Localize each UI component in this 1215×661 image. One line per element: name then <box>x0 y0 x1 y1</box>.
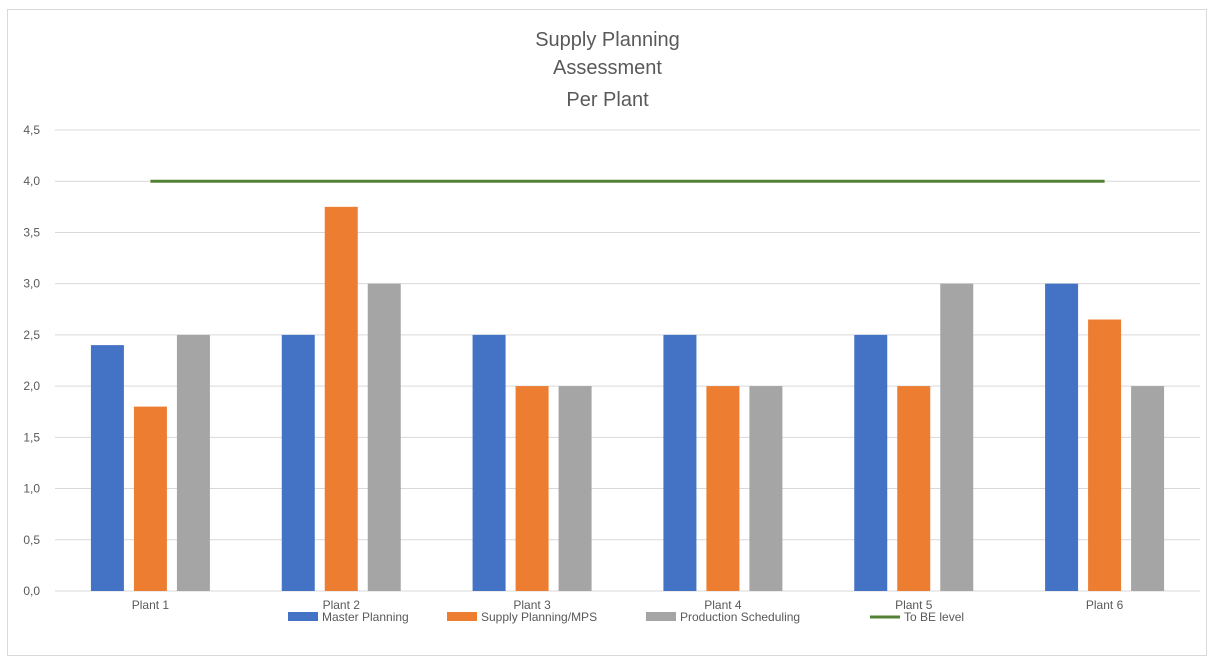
bar <box>1088 319 1122 591</box>
bar <box>854 334 888 591</box>
bar <box>663 334 697 591</box>
x-tick-label: Plant 5 <box>895 598 933 612</box>
y-tick-label: 4,5 <box>23 123 40 137</box>
legend-swatch <box>288 612 318 621</box>
legend-label: Master Planning <box>322 610 409 624</box>
y-tick-label: 1,0 <box>23 482 40 496</box>
bar <box>515 386 549 591</box>
y-tick-label: 3,0 <box>23 277 40 291</box>
bar <box>558 386 592 591</box>
bar <box>1045 283 1079 591</box>
x-tick-label: Plant 6 <box>1086 598 1124 612</box>
legend-label: To BE level <box>904 610 964 624</box>
bar <box>897 386 931 591</box>
y-tick-label: 0,0 <box>23 584 40 598</box>
x-tick-label: Plant 4 <box>704 598 742 612</box>
chart-title-line-2: Assessment <box>553 57 662 79</box>
bar <box>281 334 315 591</box>
bar <box>706 386 740 591</box>
bar <box>472 334 506 591</box>
bar <box>133 406 167 591</box>
bar <box>367 283 401 591</box>
legend-label: Supply Planning/MPS <box>481 610 597 624</box>
x-tick-label: Plant 3 <box>513 598 551 612</box>
bar <box>749 386 783 591</box>
x-tick-label: Plant 1 <box>132 598 170 612</box>
bar <box>90 345 124 591</box>
x-tick-label: Plant 2 <box>323 598 361 612</box>
chart-title-line-1: Supply Planning <box>535 29 680 51</box>
y-tick-label: 4,0 <box>23 174 40 188</box>
bar <box>324 206 358 592</box>
bar <box>940 283 974 591</box>
legend-swatch <box>646 612 676 621</box>
bar <box>1131 386 1165 591</box>
chart-title-line-3: Per Plant <box>566 89 649 111</box>
y-tick-label: 3,5 <box>23 225 40 239</box>
y-tick-label: 2,0 <box>23 379 40 393</box>
legend-swatch <box>447 612 477 621</box>
legend-label: Production Scheduling <box>680 610 800 624</box>
y-tick-label: 2,5 <box>23 328 40 342</box>
bar <box>176 334 210 591</box>
y-tick-label: 0,5 <box>23 533 40 547</box>
y-tick-label: 1,5 <box>23 430 40 444</box>
